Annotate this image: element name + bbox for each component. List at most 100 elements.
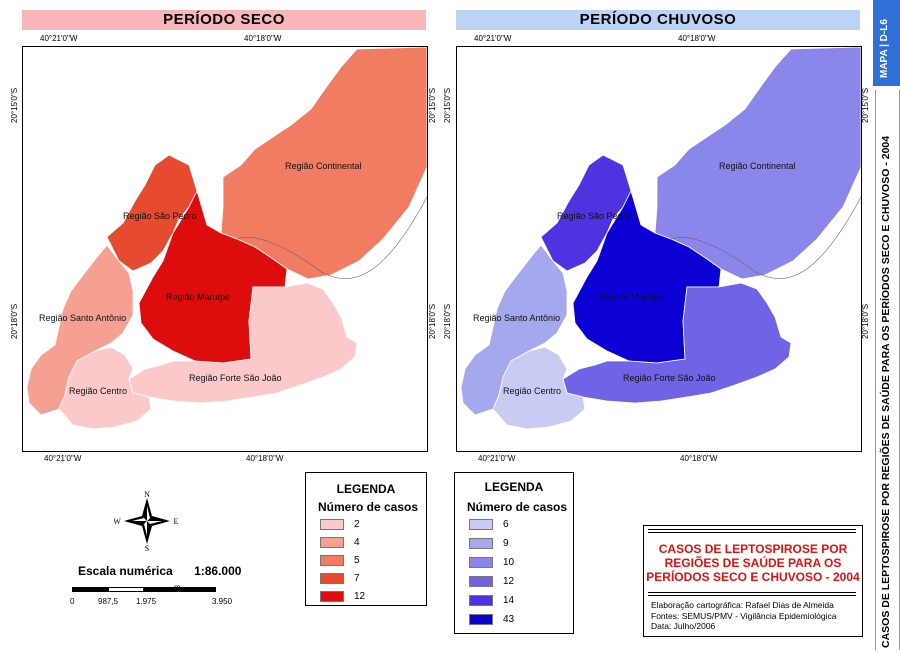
legend-rainy-item: 9 (469, 537, 509, 550)
dry-lon-left-top: 40°21'0"W (40, 34, 78, 43)
legend-rainy-item: 10 (469, 556, 514, 569)
legend-rainy-label-1: 9 (503, 538, 509, 549)
dry-map-svg: Região Continental Região São Pedro Regi… (26, 47, 427, 430)
map-title-line-2: REGIÕES DE SAÚDE PARA OS (664, 556, 842, 570)
dry-lon-left-bottom: 40°21'0"W (44, 454, 82, 463)
rainy-label-sao-pedro: Região São Pedro (557, 211, 631, 221)
rainy-map: Região Continental Região São Pedro Regi… (456, 46, 862, 452)
legend-rainy-swatch-1 (469, 538, 493, 549)
rainy-lat-top-left: 20°15'0"S (443, 87, 452, 123)
legend-dry-title: LEGENDA (336, 482, 396, 496)
rainy-label-santo-antonio: Região Santo Antônio (473, 313, 560, 323)
dry-label-maruipe: Região Maruípe (166, 292, 230, 302)
legend-dry-item: 12 (320, 590, 365, 603)
legend-rainy-item: 6 (469, 518, 509, 531)
dry-lat-bottom-left: 20°18'0"S (10, 303, 19, 339)
dry-panel-title: PERÍODO SECO (22, 10, 426, 30)
legend-rainy-subtitle: Número de casos (467, 500, 568, 514)
sidebar-title: CASOS DE LEPTOSPIROSE POR REGIÕES DE SAÚ… (880, 135, 892, 648)
map-title: CASOS DE LEPTOSPIROSE POR REGIÕES DE SAÚ… (644, 542, 862, 584)
rainy-lon-left-top: 40°21'0"W (474, 34, 512, 43)
dry-region-labels: Região Continental Região São Pedro Regi… (39, 161, 362, 396)
legend-dry-label-4: 12 (354, 591, 366, 602)
legend-rainy-swatch-3 (469, 576, 493, 587)
sidebar: MAPA | D-L6 CASOS DE LEPTOSPIROSE POR RE… (873, 0, 900, 654)
legend-dry-swatch-4 (320, 591, 344, 602)
scale-tick-2: 1.975 (136, 597, 157, 606)
legend-rainy-swatch-0 (469, 519, 493, 530)
legend-dry-item: 4 (320, 536, 360, 549)
compass-w: W (114, 517, 121, 526)
legend-rainy-swatch-5 (469, 614, 493, 625)
dry-lat-top-left: 20°15'0"S (10, 87, 19, 123)
scale-tick-1: 987,5 (98, 597, 119, 606)
scale-value: 1:86.000 (194, 564, 242, 578)
legend-rainy: LEGENDA Número de casos 6 9 10 12 14 43 (454, 472, 574, 634)
rainy-region-centro (492, 346, 586, 430)
map-title-line-1: CASOS DE LEPTOSPIROSE POR (658, 542, 848, 556)
legend-dry-swatch-2 (320, 555, 344, 566)
rainy-region-labels: Região Continental Região São Pedro Regi… (473, 161, 796, 396)
legend-rainy-swatch-4 (469, 595, 493, 606)
legend-dry-swatch-1 (320, 537, 344, 548)
legend-rainy-item: 14 (469, 594, 514, 607)
rainy-label-maruipe: Região Maruípe (600, 292, 664, 302)
map-title-box: CASOS DE LEPTOSPIROSE POR REGIÕES DE SAÚ… (643, 525, 863, 637)
legend-rainy-label-0: 6 (503, 519, 509, 530)
credit-line-2: Fontes: SEMUS/PMV - Vigilância Epidemiol… (651, 610, 837, 621)
rainy-lat-bottom-right: 20°18'0"S (861, 303, 870, 339)
scale-unit: m (174, 583, 181, 592)
legend-rainy-swatch-2 (469, 557, 493, 568)
compass-n: N (144, 490, 150, 499)
legend-dry-swatch-0 (320, 519, 344, 530)
legend-dry-label-2: 5 (354, 555, 360, 566)
legend-dry-subtitle: Número de casos (318, 500, 419, 514)
scale-text: Escala numérica (78, 564, 173, 578)
scale-tick-0: 0 (70, 597, 75, 606)
dry-lat-top-right: 20°15'0"S (428, 87, 437, 123)
legend-dry: LEGENDA Número de casos 2 4 5 7 12 (305, 472, 427, 606)
dry-lat-bottom-right: 20°18'0"S (428, 303, 437, 339)
rainy-lon-right-top: 40°18'0"W (678, 34, 716, 43)
legend-dry-swatch-3 (320, 573, 344, 584)
scale-bar (72, 587, 240, 595)
dry-label-continental: Região Continental (285, 161, 362, 171)
map-title-line-3: PERÍODOS SECO E CHUVOSO - 2004 (646, 570, 860, 584)
rainy-lon-right-bottom: 40°18'0"W (680, 454, 718, 463)
rainy-lat-top-right: 20°15'0"S (861, 87, 870, 123)
rainy-lon-left-bottom: 40°21'0"W (478, 454, 516, 463)
credit-line-1: Elaboração cartográfica: Rafael Dias de … (651, 600, 834, 610)
rainy-label-continental: Região Continental (719, 161, 796, 171)
scale-tick-3: 3.950 (212, 597, 233, 606)
legend-dry-item: 2 (320, 518, 360, 531)
dry-region-forte (128, 282, 358, 404)
dry-region-centro (58, 346, 152, 430)
legend-dry-item: 5 (320, 554, 360, 567)
dry-region-santo-antonio (26, 244, 134, 416)
legend-dry-label-1: 4 (354, 537, 360, 548)
map-id-label: MAPA | D-L6 (879, 19, 890, 78)
rainy-region-forte (562, 282, 792, 404)
dry-label-centro: Região Centro (69, 386, 127, 396)
dry-map: Região Continental Região São Pedro Regi… (22, 46, 428, 452)
legend-rainy-label-5: 43 (503, 614, 515, 625)
legend-rainy-label-2: 10 (503, 557, 515, 568)
legend-rainy-label-4: 14 (503, 595, 515, 606)
rainy-label-centro: Região Centro (503, 386, 561, 396)
legend-dry-label-0: 2 (354, 519, 360, 530)
rainy-map-svg: Região Continental Região São Pedro Regi… (460, 47, 861, 430)
legend-rainy-item: 43 (469, 613, 514, 626)
dry-label-sao-pedro: Região São Pedro (123, 211, 197, 221)
map-id-tab: MAPA | D-L6 (873, 0, 900, 86)
legend-dry-label-3: 7 (354, 573, 360, 584)
scale-label: Escala numérica 1:86.000 (78, 564, 241, 578)
legend-rainy-label-3: 12 (503, 576, 515, 587)
rainy-panel-title: PERÍODO CHUVOSO (456, 10, 860, 30)
rainy-region-santo-antonio (460, 244, 568, 416)
rainy-lat-bottom-left: 20°18'0"S (443, 303, 452, 339)
legend-rainy-title: LEGENDA (484, 480, 544, 494)
legend-rainy-item: 12 (469, 575, 514, 588)
legend-dry-item: 7 (320, 572, 360, 585)
credit-line-3: Data: Julho/2006 (651, 621, 716, 631)
compass-rose: N S W E (113, 490, 180, 553)
